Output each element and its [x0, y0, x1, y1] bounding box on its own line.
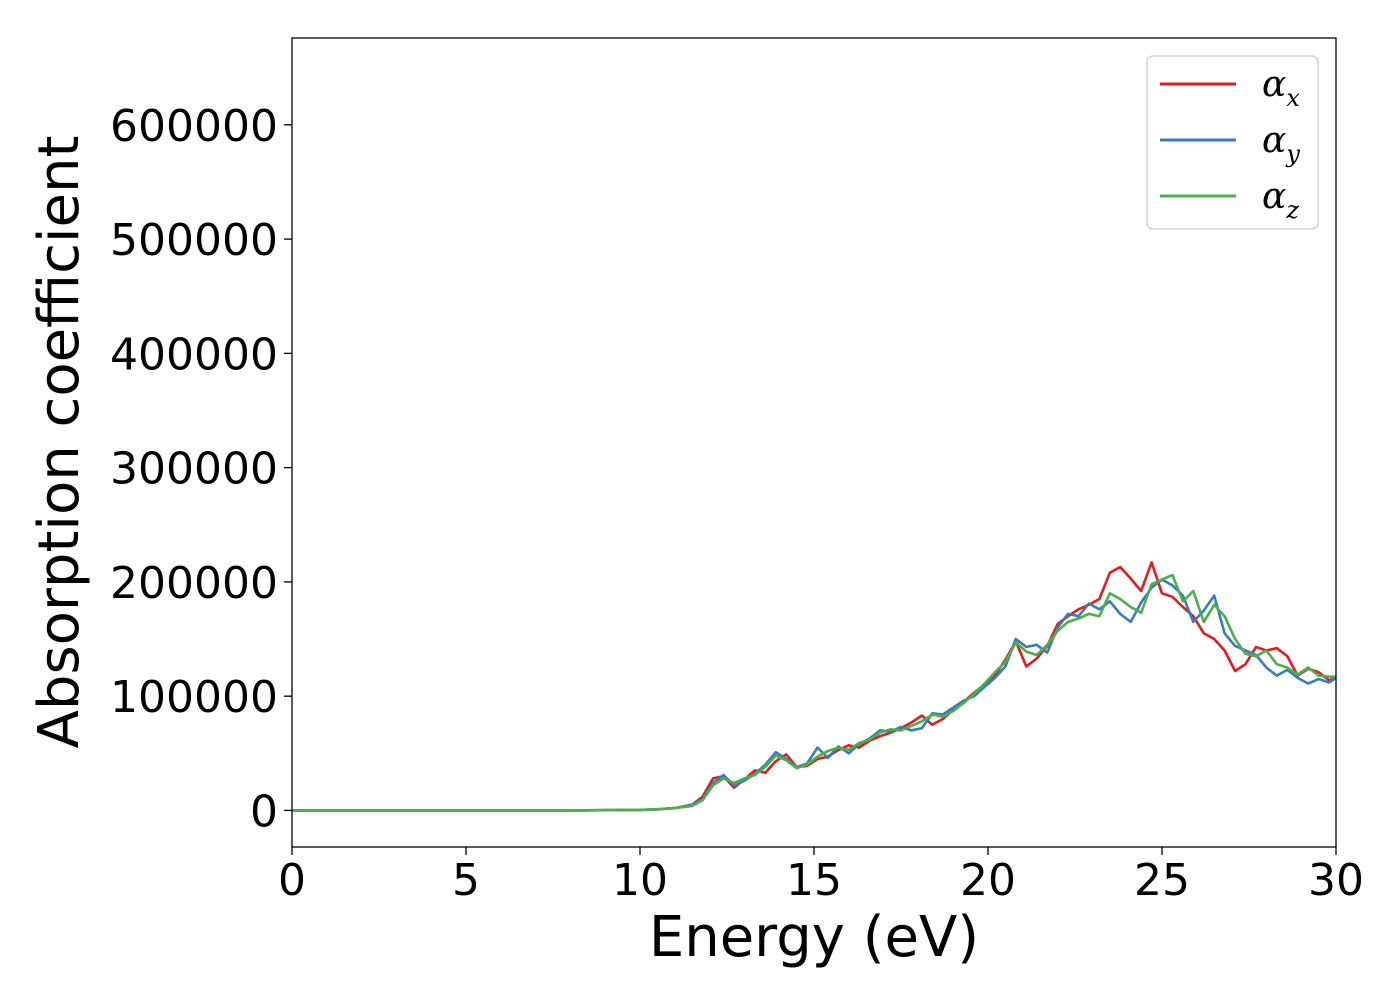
legend-subscript: x [1286, 84, 1300, 112]
legend-label-x: αx [1262, 64, 1300, 112]
x-tick-label: 20 [960, 855, 1016, 906]
x-tick-label: 10 [612, 855, 668, 906]
y-tick-label: 500000 [110, 215, 278, 266]
y-tick-label: 200000 [110, 558, 278, 609]
y-axis-title: Absorption coefficient [27, 136, 92, 749]
y-axis: 0 100000 200000 300000 400000 500000 600000 [110, 101, 292, 837]
legend-symbol: α [1262, 176, 1286, 217]
x-axis: 0 5 10 15 20 25 30 [278, 847, 1364, 906]
legend-box [1146, 55, 1319, 230]
series-layer [292, 561, 1336, 812]
legend-subscript: y [1285, 140, 1300, 168]
x-tick-label: 5 [452, 855, 480, 906]
legend-subscript: z [1285, 196, 1299, 224]
legend-symbol: α [1262, 120, 1286, 161]
y-tick-label: 600000 [110, 101, 278, 152]
x-tick-label: 30 [1308, 855, 1364, 906]
x-tick-label: 0 [278, 855, 306, 906]
y-tick-label: 100000 [110, 672, 278, 723]
series-line-z [292, 573, 1336, 812]
x-tick-label: 15 [786, 855, 842, 906]
x-axis-title: Energy (eV) [649, 905, 979, 970]
legend-symbol: α [1262, 64, 1286, 105]
x-tick-label: 25 [1134, 855, 1190, 906]
y-tick-label: 300000 [110, 444, 278, 495]
legend-label-z: αz [1262, 176, 1299, 224]
y-tick-label: 0 [250, 786, 278, 837]
legend-label-y: αy [1262, 120, 1300, 168]
y-tick-label: 400000 [110, 329, 278, 380]
